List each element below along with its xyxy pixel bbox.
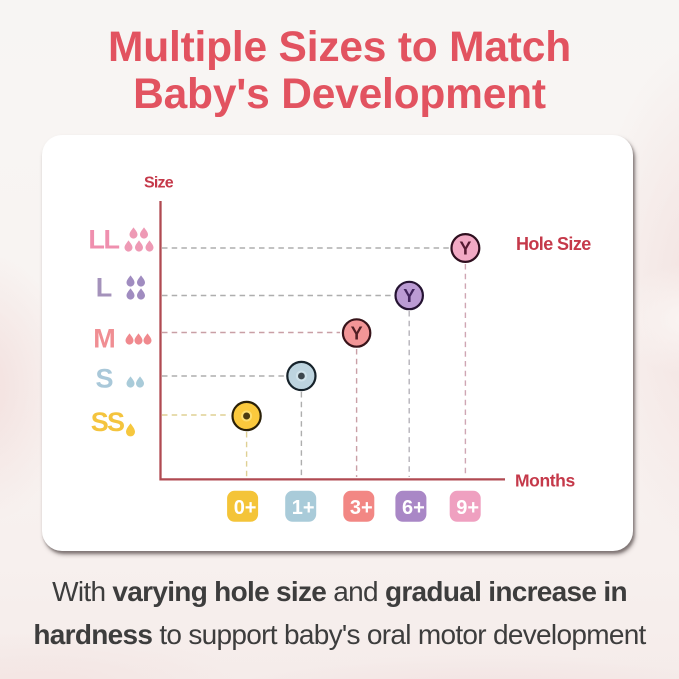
svg-text:SS: SS (91, 407, 124, 437)
svg-text:Months: Months (515, 471, 575, 491)
svg-text:Hole Size: Hole Size (516, 234, 591, 254)
svg-text:3+: 3+ (350, 497, 373, 519)
svg-text:0+: 0+ (234, 497, 257, 519)
svg-text:Y: Y (351, 324, 363, 344)
svg-text:1+: 1+ (292, 497, 315, 519)
svg-text:6+: 6+ (402, 497, 425, 519)
svg-text:Y: Y (403, 286, 415, 306)
svg-text:Size: Size (144, 174, 174, 191)
svg-text:L: L (96, 273, 113, 303)
svg-text:S: S (95, 364, 113, 394)
svg-text:LL: LL (88, 225, 119, 255)
svg-text:Y: Y (459, 239, 471, 259)
svg-text:M: M (93, 324, 116, 354)
svg-text:9+: 9+ (456, 497, 479, 519)
